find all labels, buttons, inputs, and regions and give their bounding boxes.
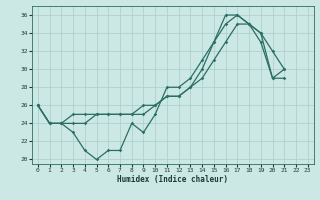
X-axis label: Humidex (Indice chaleur): Humidex (Indice chaleur) (117, 175, 228, 184)
